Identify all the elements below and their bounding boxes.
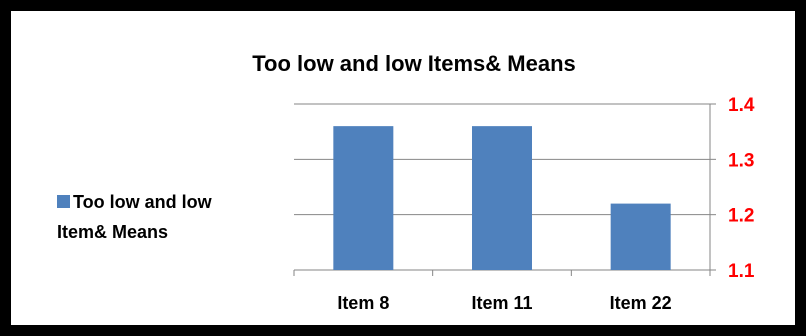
bar [472,126,532,270]
y-tick-label: 1.3 [728,150,754,171]
x-category-label: Item 22 [610,293,672,313]
legend-entry: Too low and low [57,187,297,217]
y-tick-label: 1.2 [728,206,754,227]
bar [610,203,671,270]
legend-swatch [57,194,70,208]
x-category-label: Item 11 [471,293,532,313]
legend-label-line1: Too low and low [73,192,212,212]
y-tick-label: 1.1 [728,261,755,282]
x-category-label: Item 8 [337,293,389,313]
chart-title: Too low and low Items& Means [252,51,576,76]
legend: Too low and low Item& Means [57,187,297,247]
bar [333,126,394,270]
legend-label-line2: Item& Means [57,222,169,242]
y-tick-label: 1.4 [728,95,755,116]
